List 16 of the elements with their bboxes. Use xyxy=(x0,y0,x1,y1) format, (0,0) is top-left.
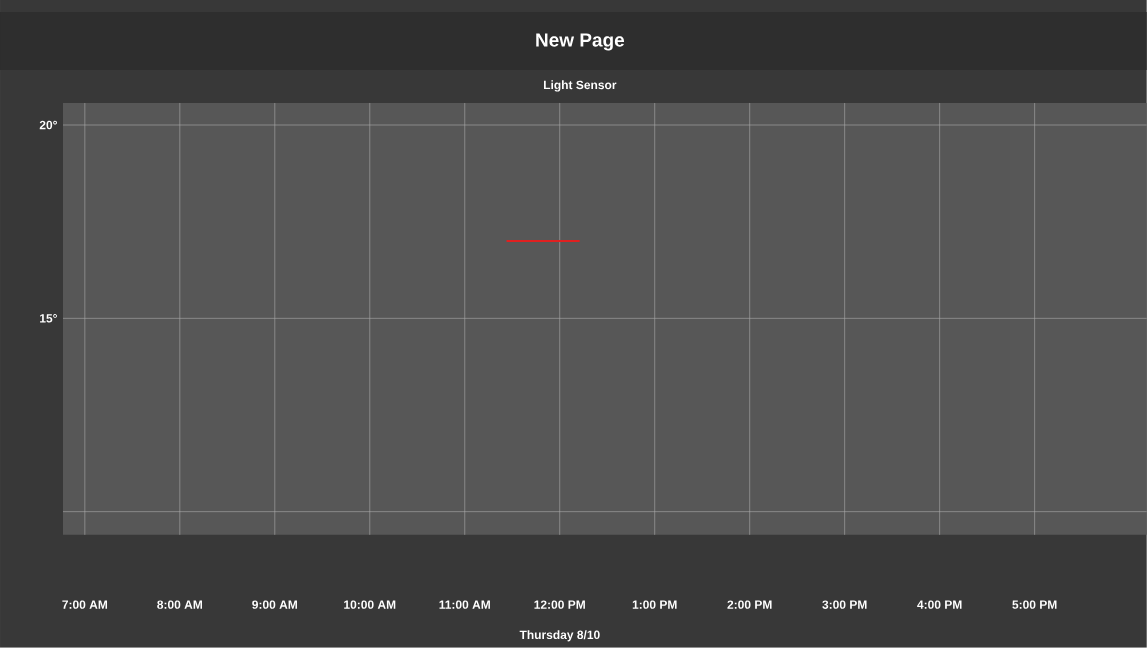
x-tick-label: 12:00 PM xyxy=(534,600,585,609)
y-tick-label: 20° xyxy=(39,120,57,130)
chart-title: New Page xyxy=(536,33,625,51)
x-tick-label: 10:00 AM xyxy=(344,600,396,609)
x-tick-label: 11:00 AM xyxy=(439,600,490,609)
x-tick-label: 1:00 PM xyxy=(632,600,677,609)
x-tick-label: 4:00 PM xyxy=(917,600,962,609)
y-tick-label: 15° xyxy=(40,314,57,323)
chart-subtitle: Light Sensor xyxy=(544,80,617,92)
x-axis-title: Thursday 8/10 xyxy=(519,630,600,642)
x-tick-label: 3:00 PM xyxy=(822,600,867,609)
x-tick-label: 9:00 AM xyxy=(252,600,297,609)
x-tick-label: 8:00 AM xyxy=(157,600,202,609)
x-tick-label: 7:00 AM xyxy=(62,600,108,609)
x-tick-label: 2:00 PM xyxy=(727,600,772,609)
x-tick-label: 5:00 PM xyxy=(1012,600,1057,609)
